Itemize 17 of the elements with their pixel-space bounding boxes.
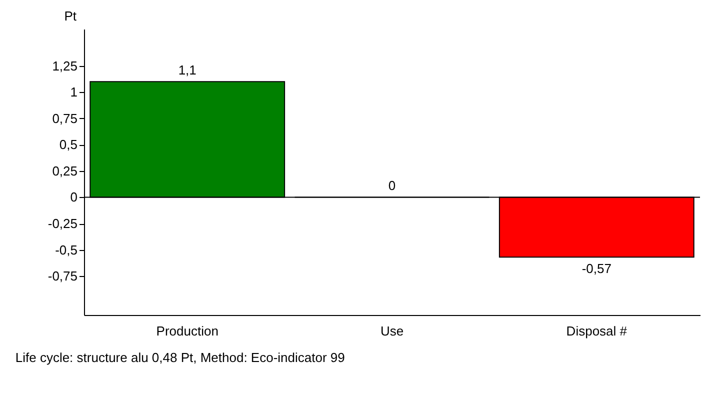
y-tick-label: -0,75 — [48, 268, 78, 284]
y-tick-label: 0,5 — [59, 137, 78, 152]
y-tick-label: -0,5 — [55, 242, 78, 258]
text: Life cycle: structure alu 0,48 Pt, Method: Eco-indicator 99 — [15, 350, 345, 365]
data-label: 0 — [388, 178, 396, 194]
y-tick-label: 0,25 — [52, 163, 78, 178]
x-tick-label: Production — [156, 324, 218, 338]
y-tick-label: 1 — [70, 84, 78, 100]
data-label: -0,57 — [582, 261, 612, 276]
data-label: 1,1 — [178, 62, 196, 78]
x-tick-label: Disposal # — [566, 324, 628, 338]
y-tick-label: 0 — [70, 190, 78, 205]
y-tick-label: 1,25 — [52, 58, 78, 74]
y-tick-label: 0,75 — [52, 110, 78, 126]
y-tick-label: -0,25 — [48, 216, 78, 232]
y-axis-title: Pt — [64, 8, 77, 24]
x-tick-label: Use — [380, 324, 404, 338]
